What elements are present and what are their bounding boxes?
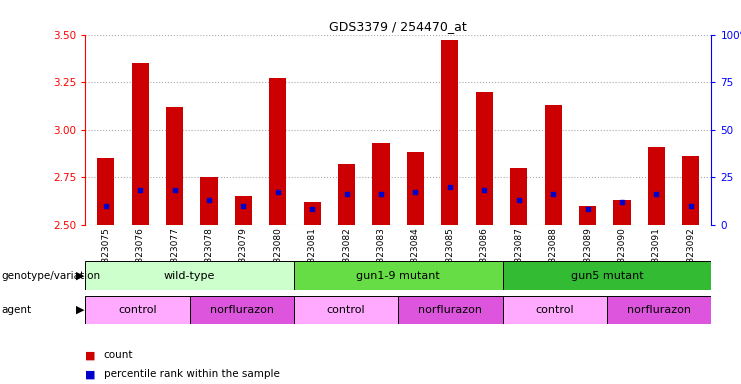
- Title: GDS3379 / 254470_at: GDS3379 / 254470_at: [330, 20, 467, 33]
- Text: genotype/variation: genotype/variation: [1, 270, 101, 281]
- Text: norflurazon: norflurazon: [419, 305, 482, 315]
- Bar: [648, 147, 665, 225]
- Bar: [614, 200, 631, 225]
- Text: ▶: ▶: [76, 305, 84, 315]
- Bar: [190, 296, 294, 324]
- Text: ■: ■: [85, 350, 96, 360]
- Bar: [294, 261, 502, 290]
- Text: gun1-9 mutant: gun1-9 mutant: [356, 270, 440, 281]
- Bar: [235, 196, 252, 225]
- Bar: [502, 261, 711, 290]
- Bar: [97, 158, 114, 225]
- Bar: [442, 40, 459, 225]
- Text: count: count: [104, 350, 133, 360]
- Bar: [304, 202, 321, 225]
- Bar: [407, 152, 424, 225]
- Text: percentile rank within the sample: percentile rank within the sample: [104, 369, 279, 379]
- Bar: [545, 105, 562, 225]
- Bar: [399, 296, 502, 324]
- Text: wild-type: wild-type: [164, 270, 215, 281]
- Text: control: control: [118, 305, 156, 315]
- Bar: [294, 296, 398, 324]
- Bar: [201, 177, 218, 225]
- Bar: [338, 164, 355, 225]
- Text: norflurazon: norflurazon: [627, 305, 691, 315]
- Bar: [85, 296, 190, 324]
- Bar: [476, 92, 493, 225]
- Text: gun5 mutant: gun5 mutant: [571, 270, 643, 281]
- Text: control: control: [327, 305, 365, 315]
- Text: control: control: [536, 305, 574, 315]
- Text: norflurazon: norflurazon: [210, 305, 273, 315]
- Bar: [502, 296, 607, 324]
- Text: ■: ■: [85, 369, 96, 379]
- Bar: [85, 261, 294, 290]
- Bar: [579, 206, 596, 225]
- Bar: [166, 107, 183, 225]
- Bar: [132, 63, 149, 225]
- Bar: [373, 143, 390, 225]
- Bar: [510, 168, 528, 225]
- Bar: [607, 296, 711, 324]
- Text: ▶: ▶: [76, 270, 84, 281]
- Text: agent: agent: [1, 305, 32, 315]
- Bar: [269, 78, 287, 225]
- Bar: [682, 156, 700, 225]
